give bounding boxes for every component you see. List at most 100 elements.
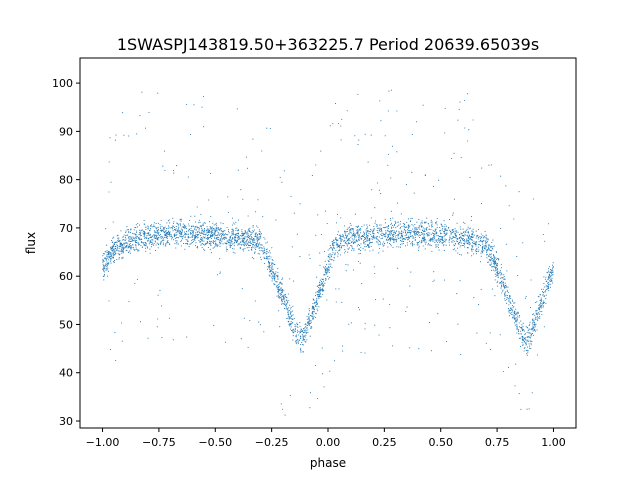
data-point (548, 266, 551, 268)
data-point (545, 286, 547, 288)
data-point (154, 240, 156, 242)
data-point (494, 295, 496, 297)
data-point (307, 321, 309, 323)
data-point (338, 288, 340, 290)
data-point (145, 232, 147, 234)
x-tick-label: 1.00 (541, 436, 566, 449)
data-point (378, 334, 380, 336)
data-point (237, 169, 239, 171)
data-point (234, 223, 236, 225)
data-point (149, 248, 151, 250)
data-point (308, 308, 310, 310)
data-point (364, 249, 366, 251)
data-point (317, 291, 319, 293)
data-point (462, 228, 464, 230)
data-point (126, 245, 128, 247)
data-point (247, 243, 249, 245)
data-point (268, 251, 270, 253)
data-point (404, 235, 406, 237)
data-point (337, 245, 339, 247)
data-point (393, 233, 395, 235)
data-point (296, 233, 298, 235)
data-point (136, 235, 138, 238)
data-point (116, 244, 118, 246)
data-point (413, 233, 415, 235)
data-point (157, 222, 159, 224)
data-point (494, 273, 496, 275)
data-point (364, 238, 366, 240)
data-point (443, 231, 446, 233)
data-point (544, 240, 546, 242)
data-point (297, 339, 299, 341)
data-point (196, 227, 198, 229)
data-point (133, 233, 135, 235)
data-point (471, 250, 473, 252)
data-point (129, 241, 131, 243)
data-point (281, 298, 283, 300)
data-point (548, 268, 550, 270)
data-point (376, 226, 378, 228)
data-point (320, 296, 322, 298)
data-point (497, 280, 499, 282)
data-point (134, 226, 136, 229)
data-point (238, 235, 240, 237)
data-point (340, 139, 342, 141)
data-point (406, 234, 408, 236)
data-point (268, 274, 270, 276)
data-point (248, 241, 250, 243)
data-point (487, 261, 489, 263)
data-point (216, 225, 218, 227)
data-point (247, 215, 249, 217)
data-point (135, 234, 137, 236)
data-point (504, 292, 506, 294)
data-point (177, 229, 179, 231)
data-point (501, 286, 503, 288)
data-point (157, 294, 159, 296)
data-point (512, 310, 514, 312)
data-point (402, 222, 404, 225)
data-point (192, 232, 194, 234)
data-point (216, 238, 218, 241)
data-point (424, 174, 426, 176)
data-point (328, 260, 330, 262)
data-point (502, 289, 504, 291)
data-point (378, 227, 380, 229)
data-point (134, 241, 136, 243)
data-point (123, 234, 125, 236)
data-point (350, 229, 352, 231)
data-point (326, 273, 328, 275)
data-point (308, 318, 310, 320)
data-point (533, 319, 535, 322)
data-point (429, 239, 431, 241)
data-point (263, 256, 265, 258)
data-point (421, 220, 423, 222)
data-point (197, 236, 199, 238)
data-point (467, 247, 469, 249)
data-point (467, 236, 469, 238)
data-point (464, 246, 466, 248)
data-point (118, 254, 120, 256)
data-point (546, 288, 548, 290)
data-point (249, 319, 251, 322)
data-point (412, 240, 414, 242)
data-point (485, 342, 487, 344)
data-point (155, 227, 157, 229)
data-point (258, 232, 260, 235)
data-point (373, 266, 375, 268)
data-point (279, 281, 281, 283)
data-point (383, 227, 385, 229)
data-point (208, 221, 211, 223)
x-tick-label: 0.00 (316, 436, 341, 449)
data-point (410, 235, 412, 237)
data-point (228, 232, 230, 234)
data-point (350, 245, 352, 247)
data-point (339, 234, 341, 236)
data-point (327, 269, 329, 271)
data-point (400, 235, 403, 237)
data-point (257, 253, 259, 255)
data-point (496, 272, 499, 274)
data-point (217, 228, 219, 230)
data-point (358, 139, 360, 141)
data-point (308, 318, 310, 321)
